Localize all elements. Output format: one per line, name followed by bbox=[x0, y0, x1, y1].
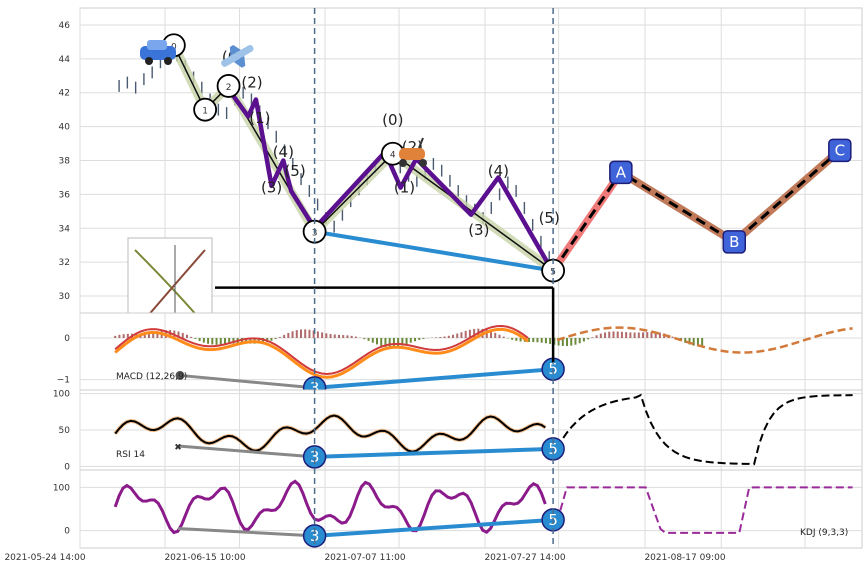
y-tick-label: 30 bbox=[59, 292, 71, 302]
projection-box bbox=[609, 160, 633, 185]
kdj-frame bbox=[79, 469, 863, 549]
projection-box bbox=[828, 138, 852, 163]
divergence-circle bbox=[302, 445, 327, 469]
wave-label: 4 bbox=[390, 151, 396, 161]
sub-wave-label: (4) bbox=[488, 162, 509, 180]
divergence-circle bbox=[302, 524, 327, 548]
rsi-grey-line bbox=[177, 444, 315, 459]
y-tick-label: 40 bbox=[59, 123, 71, 133]
projection-label: C bbox=[835, 141, 845, 159]
price-panel: 303234363840424446ABC012345(0)(2)(1)(4)(… bbox=[59, 7, 863, 333]
projection-line bbox=[551, 149, 841, 272]
y-tick-label: −1 bbox=[57, 376, 70, 386]
macd-projection bbox=[556, 326, 853, 354]
y-tick-label: 44 bbox=[59, 55, 71, 65]
y-tick-label: 32 bbox=[59, 258, 70, 268]
kdj-line bbox=[113, 479, 547, 535]
sub-wave-label: (5) bbox=[284, 162, 305, 180]
car-wheel bbox=[164, 57, 172, 65]
y-tick-label: 100 bbox=[53, 390, 70, 400]
sub-wave-label: (3) bbox=[261, 179, 282, 197]
macd-label: MACD (12,26,9) bbox=[116, 372, 187, 382]
projection-label: A bbox=[616, 163, 627, 181]
plane-body bbox=[221, 45, 254, 67]
sub-wave-label: (3) bbox=[468, 221, 489, 239]
x-axis: 2021-05-24 14:00 2021-06-15 10:00 2021-07-… bbox=[4, 553, 725, 563]
x-tick-label: 2021-07-07 11:00 bbox=[324, 553, 405, 563]
car-roof bbox=[147, 40, 167, 50]
scooter-icon bbox=[399, 137, 427, 167]
plane-wing bbox=[229, 45, 241, 56]
projection-box bbox=[722, 230, 746, 254]
plane-wing bbox=[233, 55, 246, 68]
macd-line bbox=[114, 327, 529, 379]
kdj-panel: 010035 bbox=[53, 469, 863, 549]
projection-label: B bbox=[729, 233, 739, 251]
macd-panel: −1035 bbox=[57, 312, 863, 400]
rsi-line bbox=[114, 414, 546, 453]
kdj-label: KDJ (9,3,3) bbox=[800, 528, 848, 538]
scooter-wheel bbox=[419, 159, 427, 167]
kdj-projection bbox=[556, 486, 853, 534]
wave-label: 1 bbox=[202, 107, 208, 117]
sub-wave-label: (1) bbox=[394, 179, 415, 197]
rsi-label: RSI 14 bbox=[116, 450, 145, 460]
wave-label: 2 bbox=[226, 83, 232, 93]
wave-circle bbox=[193, 97, 218, 122]
signal-line bbox=[114, 324, 529, 375]
scooter-body bbox=[399, 148, 425, 160]
car-icon bbox=[140, 40, 176, 65]
macd-grey-dot bbox=[175, 370, 185, 380]
wave-circle bbox=[216, 74, 241, 98]
sub-wave-label: (5) bbox=[539, 209, 560, 227]
scooter-handle bbox=[418, 137, 424, 149]
y-tick-label: 42 bbox=[59, 89, 70, 99]
sub-wave-label: (4) bbox=[273, 143, 294, 161]
rsi-x-marker: ✖ bbox=[174, 443, 182, 453]
car-wheel bbox=[145, 57, 153, 65]
rsi-divergence-line bbox=[314, 446, 554, 459]
divergence-label: 3 bbox=[310, 527, 320, 545]
wave-line bbox=[173, 44, 554, 272]
y-tick-label: 36 bbox=[59, 190, 71, 200]
kdj-divergence-line bbox=[314, 517, 554, 538]
rsi-projection bbox=[556, 393, 853, 466]
x-tick-label: 2021-07-27 14:00 bbox=[484, 553, 565, 563]
macd-divergence-line bbox=[314, 367, 554, 390]
sub-wave-label: (0) bbox=[382, 111, 403, 129]
sub-wave-label: (1) bbox=[249, 109, 270, 127]
x-tick-label: 2021-06-15 10:00 bbox=[164, 553, 245, 563]
y-tick-label: 0 bbox=[64, 334, 70, 344]
y-tick-label: 46 bbox=[59, 21, 71, 31]
kdj-grey-line bbox=[177, 527, 315, 538]
airplane-icon bbox=[221, 45, 254, 68]
x-tick-label: 2021-08-17 09:00 bbox=[644, 553, 725, 563]
price-divergence-line bbox=[314, 229, 554, 273]
y-tick-label: 38 bbox=[59, 157, 71, 167]
y-tick-label: 50 bbox=[59, 426, 71, 436]
y-tick-label: 0 bbox=[64, 527, 70, 537]
divergence-label: 3 bbox=[310, 448, 320, 466]
y-tick-label: 100 bbox=[53, 483, 70, 493]
scooter-wheel bbox=[399, 159, 407, 167]
macd-grey-line bbox=[179, 373, 315, 390]
y-tick-label: 34 bbox=[59, 224, 71, 234]
y-tick-label: 0 bbox=[64, 462, 70, 472]
divergence-label: 3 bbox=[310, 379, 320, 397]
x-tick-label: 2021-05-24 14:00 bbox=[4, 553, 85, 563]
sub-wave-label: (2) bbox=[241, 74, 262, 92]
